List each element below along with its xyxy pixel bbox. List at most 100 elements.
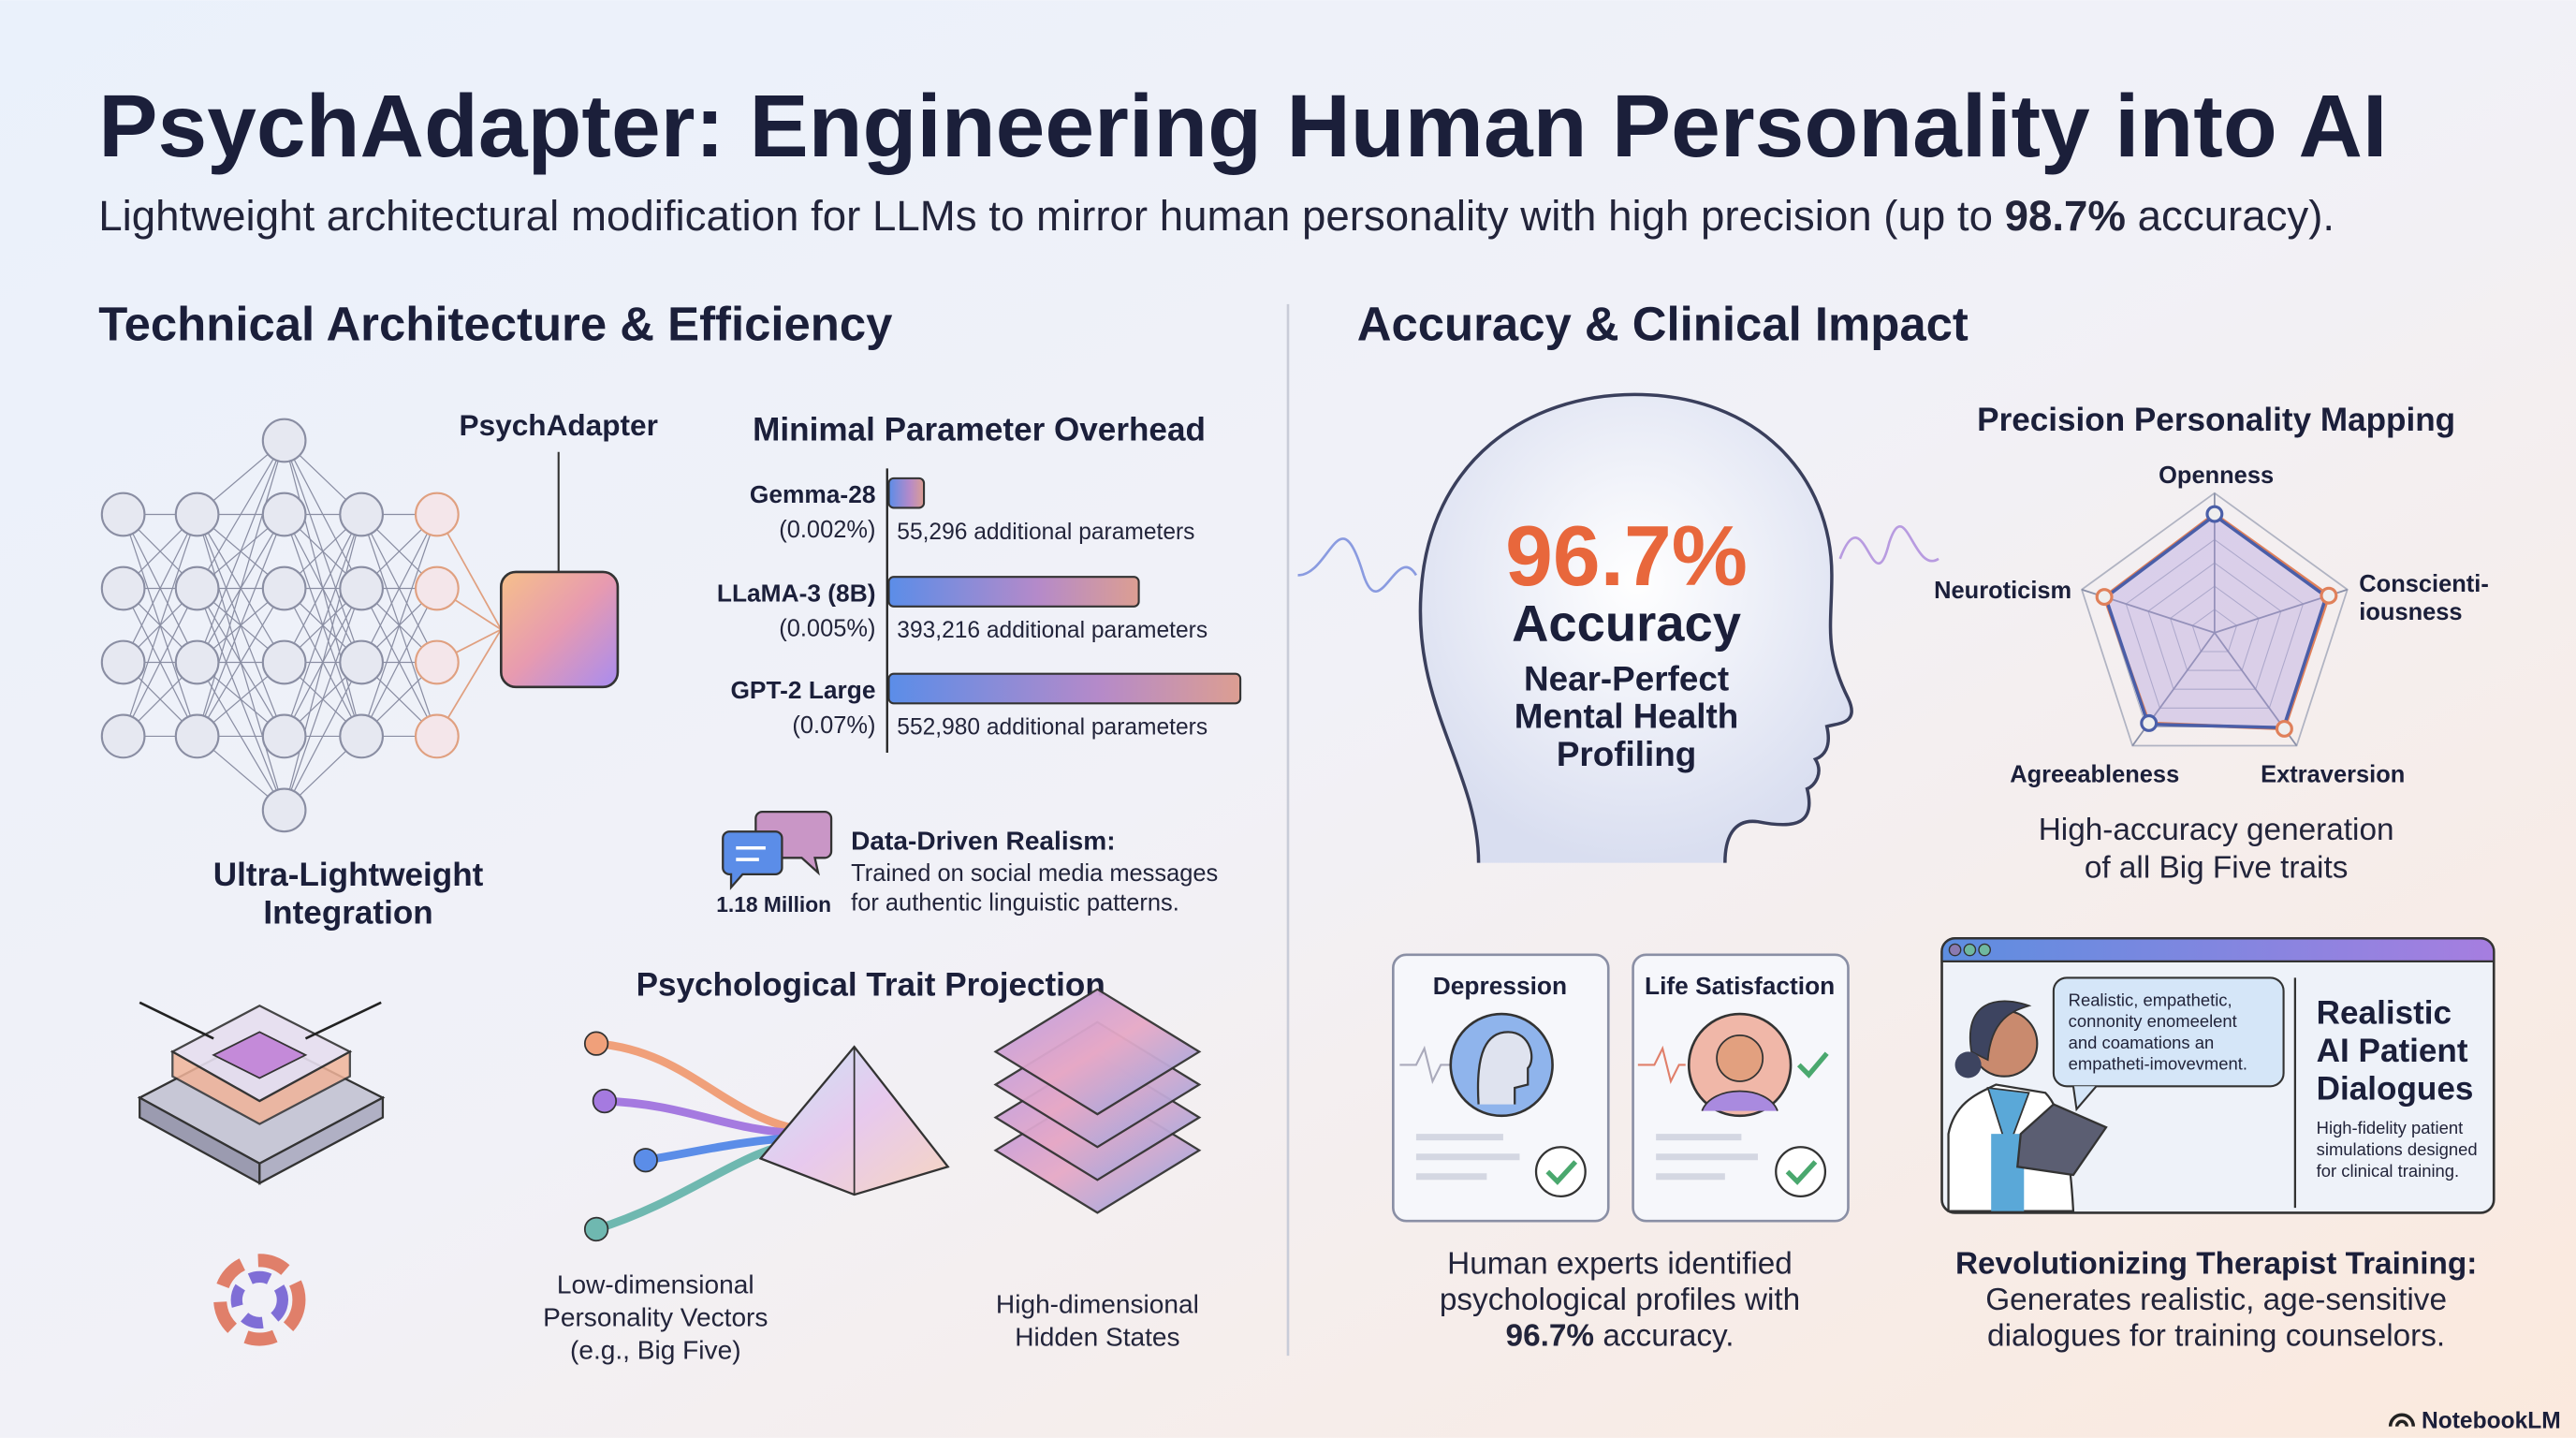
bar-percent-label: (0.005%): [779, 615, 875, 641]
window-dot-icon: [1963, 943, 1977, 957]
training-line-2: dialogues for training counselors.: [1987, 1319, 2445, 1354]
nn-edge: [123, 514, 198, 663]
depression-card-title: Depression: [1433, 972, 1567, 1000]
nn-edge: [360, 514, 438, 663]
radar-caption-2: of all Big Five traits: [2085, 850, 2349, 885]
radar-point: [2205, 505, 2224, 523]
radar-chart: [2080, 492, 2349, 747]
nn-edge: [197, 514, 285, 737]
notebooklm-brand: NotebookLM: [2422, 1408, 2561, 1433]
bubble-line-2: connonity enomeelent: [2069, 1011, 2237, 1031]
radar-point: [2140, 713, 2159, 732]
radar-label-openness: Openness: [2159, 462, 2274, 489]
radar-caption-1: High-accuracy generation: [2039, 813, 2394, 847]
nn-edge: [197, 440, 285, 589]
dialog-desc-3: for clinical training.: [2317, 1161, 2459, 1181]
neural-network-diagram: [100, 418, 503, 833]
bar-percent-label: (0.07%): [792, 712, 875, 739]
nn-edge: [123, 588, 198, 737]
nn-node: [414, 713, 460, 759]
nn-edge: [284, 514, 362, 811]
dialog-desc-1: High-fidelity patient: [2317, 1118, 2464, 1137]
speech-bubble: [2052, 976, 2285, 1088]
low-dim-label-2: Personality Vectors: [543, 1303, 768, 1332]
dialog-title-2: AI Patient: [2317, 1033, 2468, 1069]
check-icon: [1534, 1146, 1587, 1197]
nn-edge: [360, 588, 438, 737]
bar-category-label: Gemma-28: [750, 480, 876, 508]
bubble-line-3: and coamations an: [2069, 1033, 2215, 1052]
nn-edge: [197, 588, 285, 737]
nn-node: [339, 565, 384, 611]
nn-node: [174, 492, 220, 537]
high-dim-label-2: Hidden States: [1015, 1323, 1179, 1352]
psychadapter-module-icon: [499, 570, 620, 689]
chip-icon: [137, 1001, 386, 1185]
dialog-title-1: Realistic: [2317, 995, 2452, 1032]
dialog-window: [1940, 936, 2496, 1214]
nn-node: [174, 713, 220, 759]
data-driven-title: Data-Driven Realism:: [851, 827, 1115, 856]
bar: [887, 477, 926, 509]
profiling-line-2: Mental Health: [1515, 697, 1739, 736]
logo-icon: [213, 1254, 306, 1346]
radar-grid-ring: [2080, 492, 2349, 747]
tablet-icon: [2016, 1103, 2108, 1177]
integration-label-2: Integration: [263, 895, 432, 932]
nn-edge: [284, 514, 362, 737]
section-heading-architecture: Technical Architecture & Efficiency: [98, 297, 893, 350]
nn-edge: [123, 514, 198, 737]
nn-node: [100, 492, 146, 537]
messages-count: 1.18 Million: [716, 892, 831, 917]
nn-node: [174, 639, 220, 685]
bar: [887, 576, 1140, 608]
check-icon: [1775, 1146, 1827, 1197]
window-dot-icon: [1948, 943, 1962, 957]
cards-caption-3: 96.7% accuracy.: [1506, 1319, 1734, 1354]
psychadapter-label: PsychAdapter: [460, 408, 658, 442]
low-dim-label-1: Low-dimensional: [557, 1269, 754, 1299]
nn-edge: [284, 514, 362, 663]
page-subtitle: Lightweight architectural modification f…: [98, 192, 2334, 240]
head-brain-icon: [1297, 392, 1939, 863]
nn-node: [100, 713, 146, 759]
radar-point: [2320, 586, 2338, 605]
radar-label-neuroticism: Neuroticism: [1934, 578, 2071, 604]
nn-node: [261, 565, 307, 611]
profiling-line-1: Near-Perfect: [1524, 659, 1729, 697]
hidden-state-layer: [993, 988, 1202, 1116]
bar-category-label: LLaMA-3 (8B): [717, 580, 876, 608]
nn-node: [261, 492, 307, 537]
high-dim-label-1: High-dimensional: [996, 1289, 1199, 1318]
projection-heading: Psychological Trait Projection: [637, 967, 1105, 1004]
life-satisfaction-card-title: Life Satisfaction: [1645, 972, 1835, 1000]
bar-value-label: 552,980 additional parameters: [897, 715, 1208, 741]
radar-point: [2095, 588, 2114, 607]
nn-edge: [284, 662, 362, 811]
nn-node: [261, 713, 307, 759]
bar-category-label: GPT-2 Large: [730, 676, 875, 704]
depression-card: [1392, 953, 1610, 1223]
prism-icon: [758, 1045, 950, 1196]
radar-label-conscientiousness-1: Conscienti-: [2359, 571, 2489, 597]
bar-value-label: 393,216 additional parameters: [897, 618, 1208, 643]
nn-edge: [197, 440, 285, 663]
bar: [887, 672, 1242, 705]
bar-chart: Gemma-28 (0.002%) 55,296 additional parame…: [717, 477, 1242, 741]
nn-edge: [197, 440, 285, 737]
nn-edge: [360, 514, 438, 737]
window-dot-icon: [1978, 943, 1992, 957]
nn-node: [414, 565, 460, 611]
radar-title: Precision Personality Mapping: [1977, 402, 2455, 438]
radar-series-polygon: [2103, 513, 2329, 730]
radar-label-conscientiousness-2: iousness: [2359, 599, 2462, 625]
radar-label-extraversion: Extraversion: [2261, 762, 2405, 788]
training-title: Revolutionizing Therapist Training:: [1955, 1246, 2477, 1281]
dialog-desc-2: simulations designed: [2317, 1139, 2478, 1159]
section-heading-accuracy: Accuracy & Clinical Impact: [1357, 297, 1969, 350]
notebooklm-logo-icon: [2388, 1413, 2415, 1427]
nn-node: [174, 565, 220, 611]
radar-grid-ring: [2191, 609, 2238, 653]
cards-caption-2: psychological profiles with: [1440, 1283, 1800, 1317]
